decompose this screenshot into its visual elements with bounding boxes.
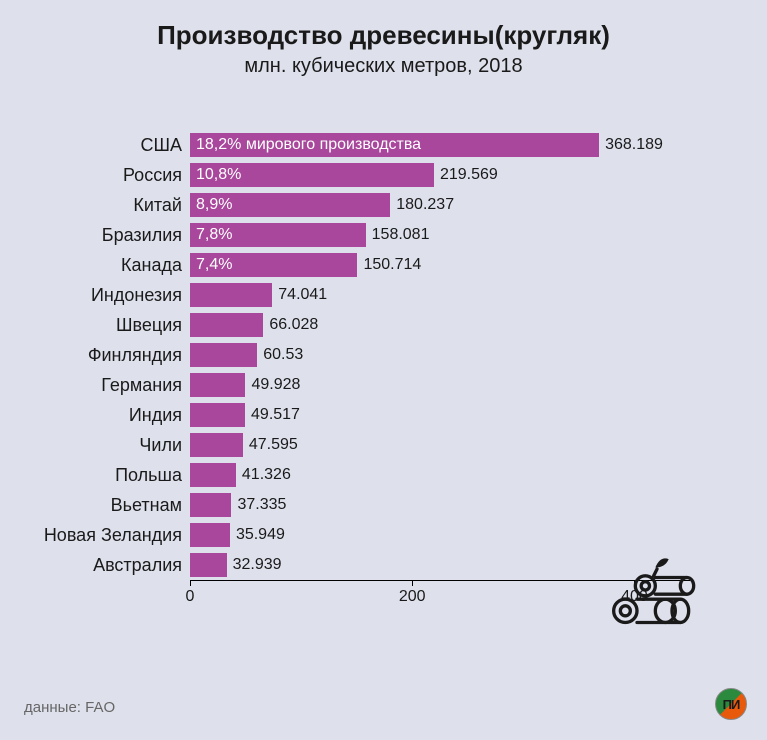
chart-title: Производство древесины(кругляк) [24,20,743,51]
bar: 41.326 [190,463,236,487]
bar-row: Вьетнам37.335 [190,493,690,517]
y-axis-label: Китай [133,195,182,216]
bar-value-label: 32.939 [233,556,282,574]
bar-inner-label: 7,4% [196,256,232,274]
bar: 60.53 [190,343,257,367]
bar-row: Россия10,8%219.569 [190,163,690,187]
y-axis-label: Вьетнам [111,495,182,516]
y-axis-label: Польша [115,465,182,486]
y-axis-label: Германия [101,375,182,396]
bar-row: Германия49.928 [190,373,690,397]
y-axis-label: Индия [129,405,182,426]
chart-subtitle: млн. кубических метров, 2018 [24,55,743,78]
x-tick [190,580,191,586]
bar: 37.335 [190,493,231,517]
bar: 49.517 [190,403,245,427]
x-tick-label: 200 [399,588,426,606]
bar-row: Индонезия74.041 [190,283,690,307]
publisher-logo-icon: ПИ [715,688,747,720]
bar-value-label: 74.041 [278,286,327,304]
bar-row: Новая Зеландия35.949 [190,523,690,547]
bar-row: Канада7,4%150.714 [190,253,690,277]
y-axis-label: Новая Зеландия [44,525,182,546]
logs-icon [607,550,707,630]
y-axis-label: США [140,135,182,156]
bar-value-label: 49.517 [251,406,300,424]
x-tick [412,580,413,586]
data-source: данные: FAO [24,699,115,716]
bar-value-label: 150.714 [363,256,421,274]
y-axis-label: Россия [123,165,182,186]
bar: 8,9%180.237 [190,193,390,217]
bar-value-label: 368.189 [605,136,663,154]
y-axis-label: Бразилия [102,225,182,246]
y-axis-label: Канада [121,255,182,276]
bar-value-label: 180.237 [396,196,454,214]
bar-value-label: 35.949 [236,526,285,544]
logo-text: ПИ [723,697,740,712]
y-axis-label: Швеция [116,315,182,336]
bar: 74.041 [190,283,272,307]
bar: 47.595 [190,433,243,457]
bar-value-label: 219.569 [440,166,498,184]
bar-row: Китай8,9%180.237 [190,193,690,217]
bar: 35.949 [190,523,230,547]
bar: 7,8%158.081 [190,223,366,247]
bar-value-label: 66.028 [269,316,318,334]
bar-inner-label: 8,9% [196,196,232,214]
bar-inner-label: 18,2% мирового производства [196,136,421,154]
bar-value-label: 158.081 [372,226,430,244]
bar: 32.939 [190,553,227,577]
bar-row: США18,2% мирового производства368.189 [190,133,690,157]
bar-value-label: 49.928 [251,376,300,394]
chart-canvas: Производство древесины(кругляк) млн. куб… [0,0,767,740]
bar-row: Бразилия7,8%158.081 [190,223,690,247]
bar-row: Польша41.326 [190,463,690,487]
y-axis-label: Индонезия [91,285,182,306]
bar: 7,4%150.714 [190,253,357,277]
bar-row: Швеция66.028 [190,313,690,337]
bar-inner-label: 7,8% [196,226,232,244]
bar-row: Индия49.517 [190,403,690,427]
bar: 10,8%219.569 [190,163,434,187]
bar-value-label: 47.595 [249,436,298,454]
bar-inner-label: 10,8% [196,166,241,184]
bar: 66.028 [190,313,263,337]
chart-plot-area: США18,2% мирового производства368.189Рос… [190,130,690,580]
bar-value-label: 37.335 [237,496,286,514]
y-axis-label: Чили [139,435,182,456]
bar: 18,2% мирового производства368.189 [190,133,599,157]
y-axis-label: Финляндия [88,345,182,366]
y-axis-label: Австралия [93,555,182,576]
bar-row: Чили47.595 [190,433,690,457]
bar-value-label: 41.326 [242,466,291,484]
bar-value-label: 60.53 [263,346,303,364]
x-tick-label: 0 [186,588,195,606]
bar-row: Финляндия60.53 [190,343,690,367]
bar: 49.928 [190,373,245,397]
